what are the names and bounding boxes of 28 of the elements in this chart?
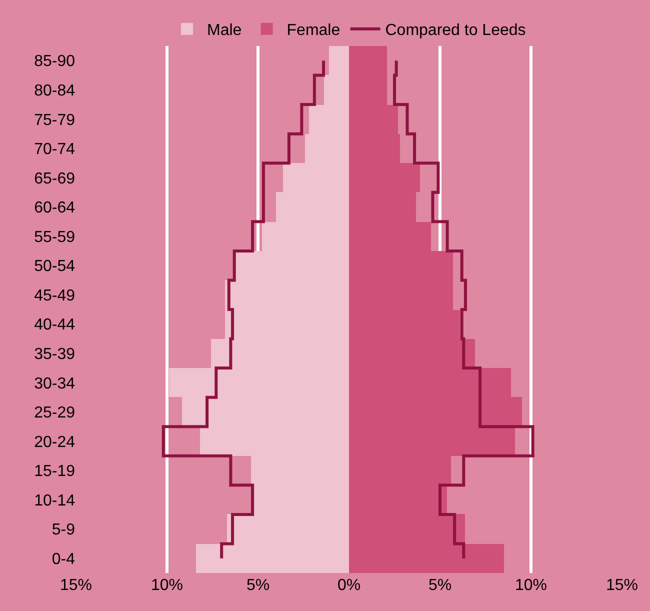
legend-label: Male <box>207 22 242 40</box>
y-tick-label: 65-69 <box>34 170 76 188</box>
y-tick-label: 15-19 <box>34 463 76 480</box>
y-tick-label: 55-59 <box>34 228 76 246</box>
x-tick-label: 5% <box>428 577 452 594</box>
y-tick-label: 5-9 <box>52 522 76 539</box>
y-tick-label: 10-14 <box>34 492 76 510</box>
x-tick-label: 0% <box>337 577 361 594</box>
x-tick-label: 5% <box>246 577 270 594</box>
y-tick-label: 25-29 <box>34 404 76 422</box>
y-tick-label: 35-39 <box>34 346 76 364</box>
x-tick-label: 10% <box>514 577 548 594</box>
y-tick-label: 70-74 <box>34 141 76 158</box>
y-tick-label: 60-64 <box>34 200 76 217</box>
y-tick-label: 50-54 <box>34 258 76 276</box>
y-tick-label: 45-49 <box>34 287 76 304</box>
legend-label: Compared to Leeds <box>385 22 526 40</box>
y-tick-label: 85-90 <box>34 53 76 70</box>
y-tick-label: 80-84 <box>34 82 76 100</box>
y-tick-label: 75-79 <box>34 112 76 129</box>
y-tick-label: 0-4 <box>52 550 76 568</box>
x-tick-label: 15% <box>60 577 92 594</box>
legend-label: Female <box>286 22 340 40</box>
y-tick-label: 30-34 <box>34 375 76 392</box>
y-tick-label: 20-24 <box>34 434 76 451</box>
x-tick-label: 15% <box>606 577 638 594</box>
x-tick-label: 10% <box>150 577 184 594</box>
y-tick-label: 40-44 <box>34 316 76 334</box>
